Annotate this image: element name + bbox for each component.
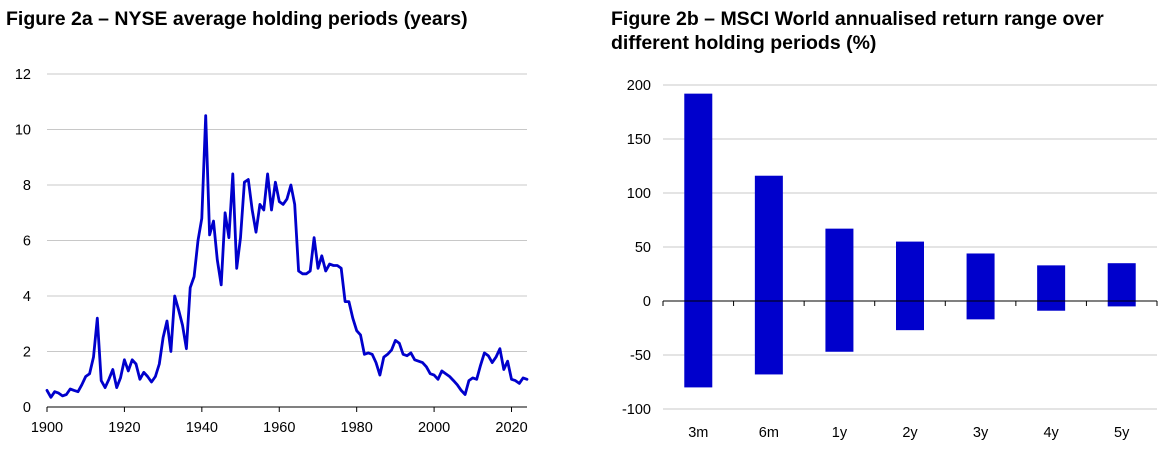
y-tick-label: 10 [15,123,31,139]
x-tick-label: 4y [1043,425,1059,441]
y-tick-label: 8 [23,178,31,194]
x-tick-label: 2y [902,425,918,441]
x-tick-label: 1920 [108,420,140,436]
chart-b-title: Figure 2b – MSCI World annualised return… [611,8,1104,54]
y-tick-label: 50 [635,240,651,256]
chart-a-title: Figure 2a – NYSE average holding periods… [6,8,468,30]
bar-range-4y [1037,265,1066,311]
y-tick-label: 100 [627,186,651,202]
bar-range-2y [896,241,924,331]
x-tick-label: 3y [973,425,989,441]
bar-range-3m [684,93,713,388]
x-tick-label: 3m [688,425,708,441]
y-tick-label: -100 [622,402,651,418]
bar-range-5y [1107,263,1136,307]
x-tick-label: 2020 [495,420,527,436]
y-tick-label: 200 [627,78,651,94]
y-tick-label: 6 [23,234,31,250]
x-tick-label: 1900 [31,420,63,436]
series-line-holding-period [45,114,529,399]
y-tick-label: 0 [23,400,31,416]
y-tick-label: 0 [643,294,651,310]
x-tick-label: 1960 [263,420,295,436]
x-tick-label: 2000 [418,420,450,436]
x-tick-label: 6m [759,425,779,441]
bar-chart-msci-return-range: -100 -50 0 50 100 150 200 3m 6m 1y 2y 3y 4y 5y [622,78,1158,441]
bar-range-1y [825,228,854,352]
x-tick-label: 1940 [186,420,218,436]
x-tick-label: 1y [832,425,848,441]
y-tick-label: -50 [630,348,651,364]
y-tick-label: 4 [23,289,31,305]
line-chart-nyse-holding-periods: 0 2 4 6 8 10 12 1900 1920 1940 1960 1980 2000 2020 [15,67,529,436]
y-tick-label: 150 [627,132,651,148]
y-tick-label: 12 [15,67,31,83]
y-tick-label: 2 [23,345,31,361]
x-tick-label: 5y [1114,425,1130,441]
bar-range-6m [754,175,783,375]
x-tick-label: 1980 [341,420,373,436]
bar-range-3y [966,253,995,320]
